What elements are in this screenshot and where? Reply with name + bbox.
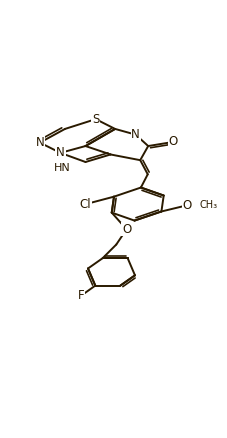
Text: CH₃: CH₃ (199, 200, 217, 210)
Text: N: N (56, 146, 64, 159)
Text: F: F (77, 290, 84, 302)
Text: O: O (168, 135, 177, 148)
Text: Cl: Cl (79, 198, 91, 211)
Text: O: O (121, 223, 131, 236)
Text: HN: HN (54, 163, 71, 173)
Text: O: O (182, 199, 191, 212)
Text: S: S (92, 113, 99, 126)
Text: N: N (131, 128, 139, 141)
Text: N: N (35, 136, 44, 149)
